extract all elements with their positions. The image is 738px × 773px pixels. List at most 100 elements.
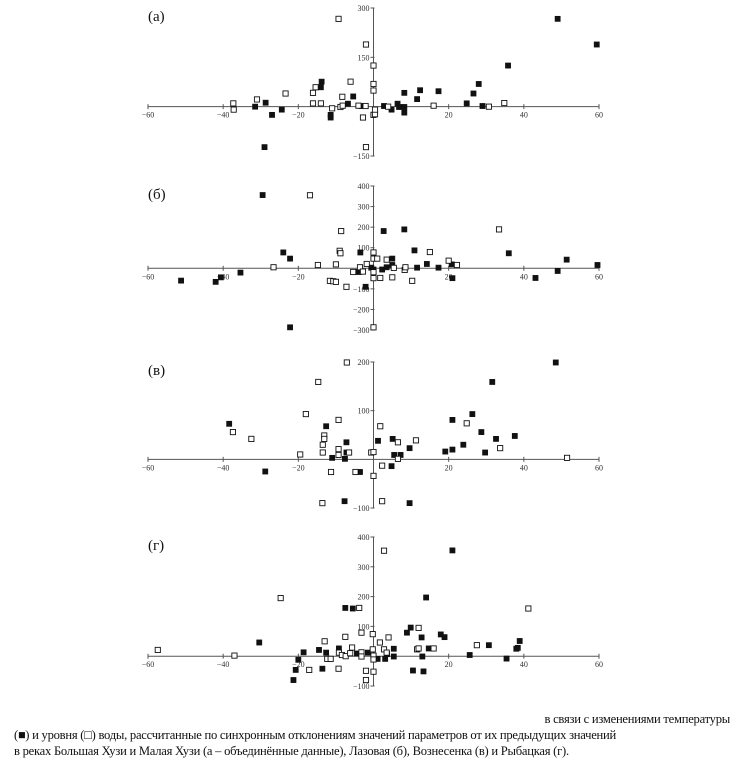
temperature-point [391, 452, 398, 458]
temperature-point [357, 249, 364, 256]
water-level-point [347, 78, 354, 85]
temperature-point [323, 423, 330, 430]
water-level-point [501, 99, 508, 107]
water-level-point [415, 624, 422, 631]
x-tick-label: −40 [217, 111, 230, 120]
temperature-point [423, 594, 430, 601]
water-level-point [370, 275, 377, 282]
x-tick-label: −40 [217, 463, 230, 472]
water-level-point [342, 633, 349, 640]
water-level-point [362, 144, 370, 151]
y-tick-label: 300 [358, 563, 370, 572]
temperature-point [441, 634, 448, 641]
temperature-point [435, 264, 442, 271]
panel-label: (а) [148, 9, 165, 25]
temperature-point [479, 103, 486, 109]
x-tick-label: 60 [595, 660, 603, 669]
water-level-point [358, 653, 365, 660]
water-level-point [347, 650, 354, 657]
x-tick-label: 40 [520, 463, 528, 472]
water-level-point [335, 416, 342, 423]
water-level-point [335, 451, 342, 459]
temperature-point [362, 283, 369, 290]
caption-line-1: в связи с изменениями температуры [544, 712, 730, 726]
x-tick-label: −20 [292, 272, 305, 281]
y-tick-label: −100 [353, 682, 370, 691]
water-level-point [376, 639, 383, 646]
water-level-point [430, 102, 437, 109]
temperature-point [449, 275, 456, 282]
water-level-point [394, 455, 401, 462]
water-level-point [282, 90, 289, 97]
temperature-point [469, 411, 476, 417]
temperature-point [383, 264, 390, 271]
y-tick-label: 200 [358, 593, 370, 602]
temperature-point [262, 468, 269, 475]
temperature-point [493, 435, 499, 442]
water-level-point [385, 103, 392, 110]
water-level-point [564, 454, 571, 461]
temperature-point [317, 84, 324, 91]
water-level-point [321, 638, 328, 645]
temperature-point [292, 667, 299, 673]
temperature-point [329, 454, 336, 461]
temperature-point [410, 667, 416, 674]
temperature-point [482, 449, 489, 456]
x-tick-label: −60 [142, 660, 155, 669]
temperature-point [300, 649, 307, 656]
water-level-point [230, 106, 237, 113]
temperature-point [417, 87, 424, 94]
water-level-point [379, 462, 386, 469]
water-level-point [253, 96, 261, 103]
scatter-panel-1: −60 −40 −20 20 40 60 300 150 −150 (а) [142, 4, 603, 161]
water-level-point [358, 629, 365, 636]
water-level-point [297, 451, 304, 458]
y-tick-label: −200 [353, 305, 370, 314]
water-level-point [338, 228, 345, 235]
temperature-point [316, 647, 322, 653]
temperature-point [414, 96, 420, 103]
temperature-point [349, 605, 356, 612]
temperature-point [375, 437, 381, 444]
temperature-point [411, 247, 418, 254]
water-level-point [525, 605, 532, 612]
temperature-point [342, 455, 348, 462]
water-level-point [379, 498, 386, 505]
water-level-point [346, 449, 353, 456]
temperature-point [463, 100, 470, 107]
temperature-point [423, 261, 430, 267]
temperature-point [505, 62, 511, 69]
water-level-point [426, 248, 433, 256]
temperature-point [390, 645, 397, 652]
temperature-point [420, 668, 427, 675]
x-tick-label: 60 [595, 272, 603, 281]
temperature-point [478, 429, 485, 435]
water-level-point [362, 667, 370, 674]
temperature-point [594, 262, 601, 268]
temperature-point [511, 433, 518, 439]
temperature-point [259, 192, 266, 198]
temperature-point [552, 359, 559, 366]
water-level-point [390, 264, 397, 271]
temperature-point [343, 439, 350, 446]
temperature-point [554, 268, 561, 274]
water-level-point [369, 631, 376, 638]
water-level-point [369, 646, 376, 653]
temperature-point [514, 644, 521, 651]
y-tick-label: −300 [353, 326, 370, 335]
y-tick-label: −100 [353, 504, 370, 513]
temperature-point [269, 111, 275, 118]
water-level-point [370, 668, 377, 675]
water-level-point [335, 446, 342, 453]
water-level-point [337, 250, 344, 257]
water-level-point [343, 359, 350, 366]
water-level-point [312, 84, 319, 91]
temperature-point [401, 226, 408, 233]
water-level-point [355, 102, 362, 109]
temperature-point [532, 275, 539, 281]
water-level-point [343, 283, 350, 290]
water-level-point [335, 15, 342, 22]
temperature-point [212, 278, 219, 285]
temperature-point [350, 93, 357, 100]
temperature-point [290, 677, 297, 683]
